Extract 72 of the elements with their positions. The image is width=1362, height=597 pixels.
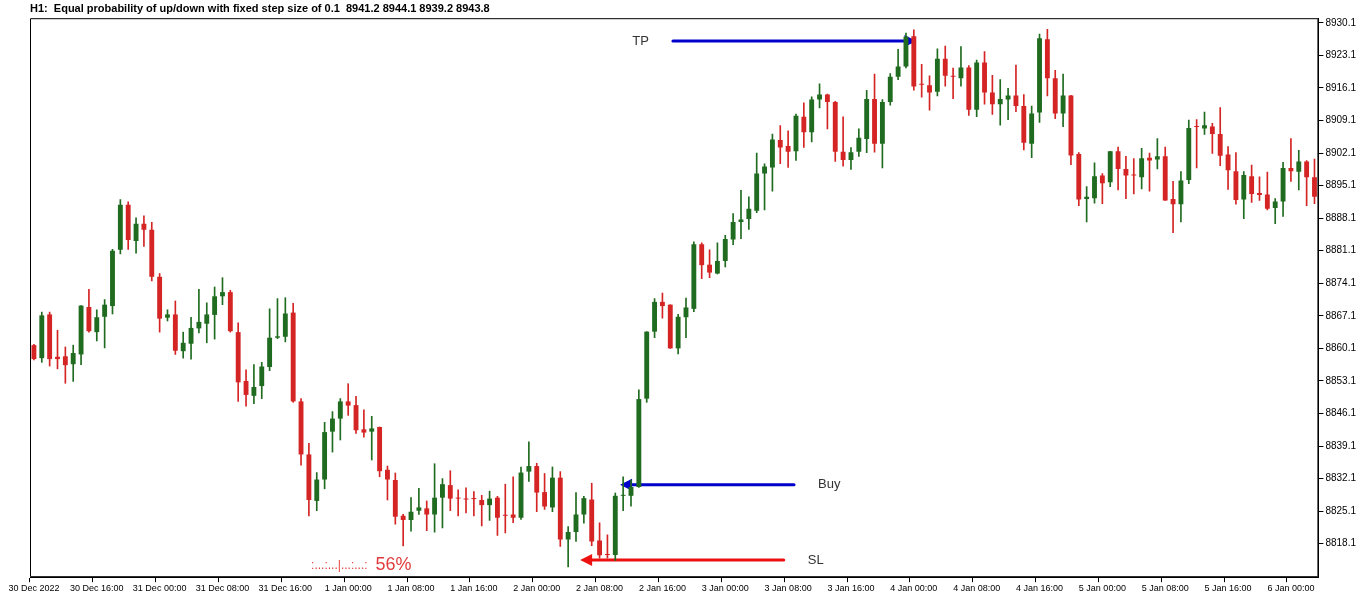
candlestick (510, 476, 516, 524)
x-tick-label: 3 Jan 16:00 (827, 583, 875, 594)
y-tick-label: 8867.1 (1325, 309, 1357, 321)
x-tick-label: 30 Dec 16:00 (70, 583, 124, 594)
candlestick (345, 383, 351, 416)
y-tick-label: 8888.1 (1325, 211, 1357, 223)
candlestick (840, 116, 846, 167)
x-tick-label: 30 Dec 2022 (8, 583, 60, 594)
candlestick (400, 514, 406, 547)
x-tick-label: 2 Jan 16:00 (638, 583, 686, 594)
candlestick (196, 289, 202, 334)
chart-title: H1: Equal probability of up/down with fixed step size of 0.1 8941.2 8944.1 8939.2 8943.8 (30, 1, 490, 14)
y-tick-label: 8853.1 (1325, 374, 1357, 386)
x-tick-label: 6 Jan 00:00 (1267, 583, 1315, 594)
ref-line-label: Buy (818, 476, 841, 492)
y-tick-label: 8881.1 (1325, 244, 1357, 256)
x-tick-label: 5 Jan 08:00 (1141, 583, 1189, 594)
x-tick-label: 1 Jan 16:00 (450, 583, 498, 594)
candlestick (950, 67, 956, 99)
x-tick-label: 3 Jan 00:00 (701, 583, 749, 594)
candlestick (502, 483, 508, 534)
candlestick (1131, 158, 1137, 195)
candlestick (251, 364, 257, 405)
x-tick-label: 31 Dec 00:00 (132, 583, 187, 594)
x-tick-label: 31 Dec 08:00 (195, 583, 250, 594)
candlestick (620, 476, 626, 512)
x-tick-label: 1 Jan 08:00 (387, 583, 435, 594)
y-tick-label: 8818.1 (1325, 537, 1357, 549)
candlestick (1005, 88, 1011, 120)
y-tick-label: 8846.1 (1325, 407, 1357, 419)
y-tick-label: 8825.1 (1325, 504, 1357, 516)
candlestick (1170, 181, 1176, 233)
x-tick-label: 4 Jan 00:00 (890, 583, 938, 594)
x-tick-label: 4 Jan 16:00 (1016, 583, 1064, 594)
candlestick (369, 415, 375, 461)
candlestick (471, 491, 477, 517)
x-tick-label: 31 Dec 16:00 (258, 583, 313, 594)
y-tick-label: 8860.1 (1325, 342, 1357, 354)
y-tick-label: 8916.1 (1325, 81, 1357, 93)
candlestick (424, 500, 430, 532)
x-tick-label: 2 Jan 00:00 (513, 583, 561, 594)
annotation: 56% (375, 554, 412, 575)
y-tick-label: 8832.1 (1325, 472, 1357, 484)
y-tick-label: 8895.1 (1325, 179, 1357, 191)
y-tick-label: 8839.1 (1325, 439, 1357, 451)
candlestick (785, 130, 791, 168)
y-tick-label: 8874.1 (1325, 277, 1357, 289)
candlestick (777, 125, 783, 165)
x-tick-label: 2 Jan 08:00 (576, 583, 624, 594)
y-tick-label: 8923.1 (1325, 49, 1357, 61)
annotation: :...:...|...:...: (311, 557, 368, 572)
x-tick-label: 5 Jan 00:00 (1078, 583, 1126, 594)
y-tick-label: 8909.1 (1325, 114, 1357, 126)
x-tick-label: 3 Jan 08:00 (764, 583, 812, 594)
ref-line-label: TP (632, 32, 649, 48)
x-tick-label: 1 Jan 00:00 (324, 583, 372, 594)
candlestick (526, 441, 532, 482)
candlestick (416, 488, 422, 515)
x-tick-label: 4 Jan 08:00 (953, 583, 1001, 594)
y-tick-label: 8902.1 (1325, 146, 1357, 158)
candlestick (997, 79, 1003, 126)
candlestick (204, 302, 210, 344)
candlestick (141, 215, 147, 247)
candlestick (455, 489, 461, 517)
candlestick (919, 63, 925, 98)
candlestick (565, 526, 571, 568)
ref-line-label: SL (807, 551, 824, 567)
candlestick (479, 495, 485, 527)
x-tick-label: 5 Jan 16:00 (1204, 583, 1252, 594)
y-tick-label: 8930.1 (1325, 16, 1357, 28)
candlestick (361, 409, 367, 438)
candlestick (1288, 138, 1294, 182)
